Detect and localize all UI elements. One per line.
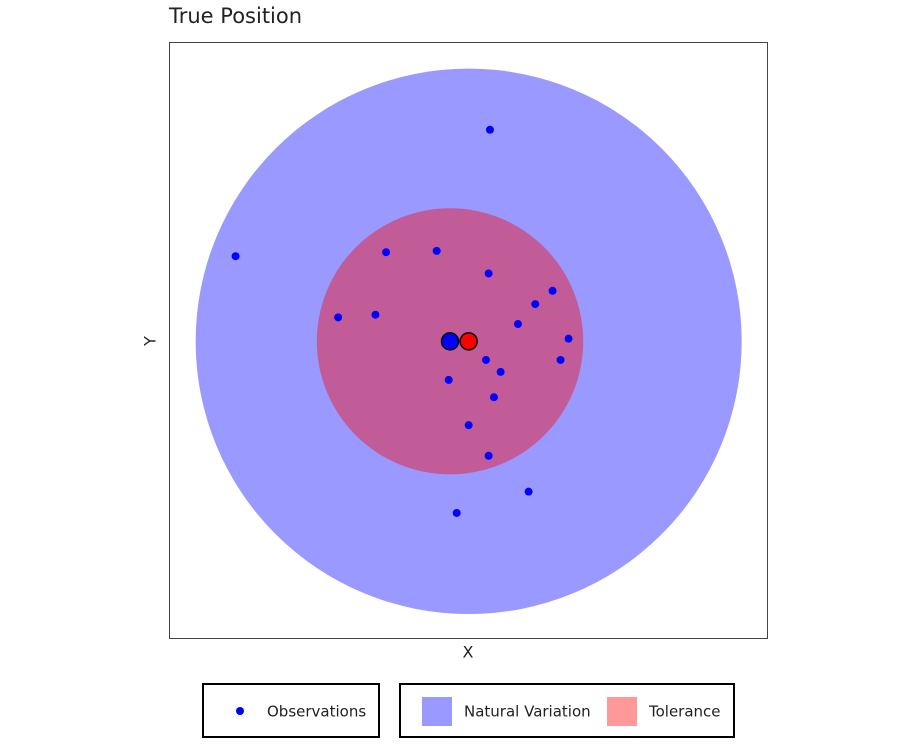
legend-swatch [607,697,637,726]
plot-area [195,68,742,615]
observation-point [382,248,391,257]
y-axis-label: Y [141,336,160,347]
observation-point [432,246,441,255]
observation-point [231,252,240,261]
observation-point [485,125,494,134]
observation-point [548,286,557,295]
legend-label: Natural Variation [464,703,591,721]
legend: Observations Natural Variation Tolerance [236,697,721,726]
observation-point [513,320,522,329]
observation-point [371,310,380,319]
observation-point [452,508,461,517]
observation-point [496,367,505,376]
observation-point [484,451,493,460]
legend-symbol [236,707,244,715]
observation-point [481,355,490,364]
center-marker [459,332,478,351]
legend-swatch [422,697,452,726]
observation-point [334,313,343,322]
chart-title: True Position [168,4,302,28]
observation-point [484,269,493,278]
observation-point [464,421,473,430]
legend-label: Tolerance [648,703,721,721]
observation-point [489,393,498,402]
legend-label: Observations [267,703,366,721]
observation-point [564,334,573,343]
observation-point [531,300,540,309]
legend-box [202,683,380,738]
plot-frame [169,42,768,639]
observation-point [524,487,533,496]
center-marker [440,332,460,351]
x-axis-label: X [463,643,474,662]
observation-point [556,355,565,364]
legend-box [399,683,735,738]
observation-point [444,375,453,384]
